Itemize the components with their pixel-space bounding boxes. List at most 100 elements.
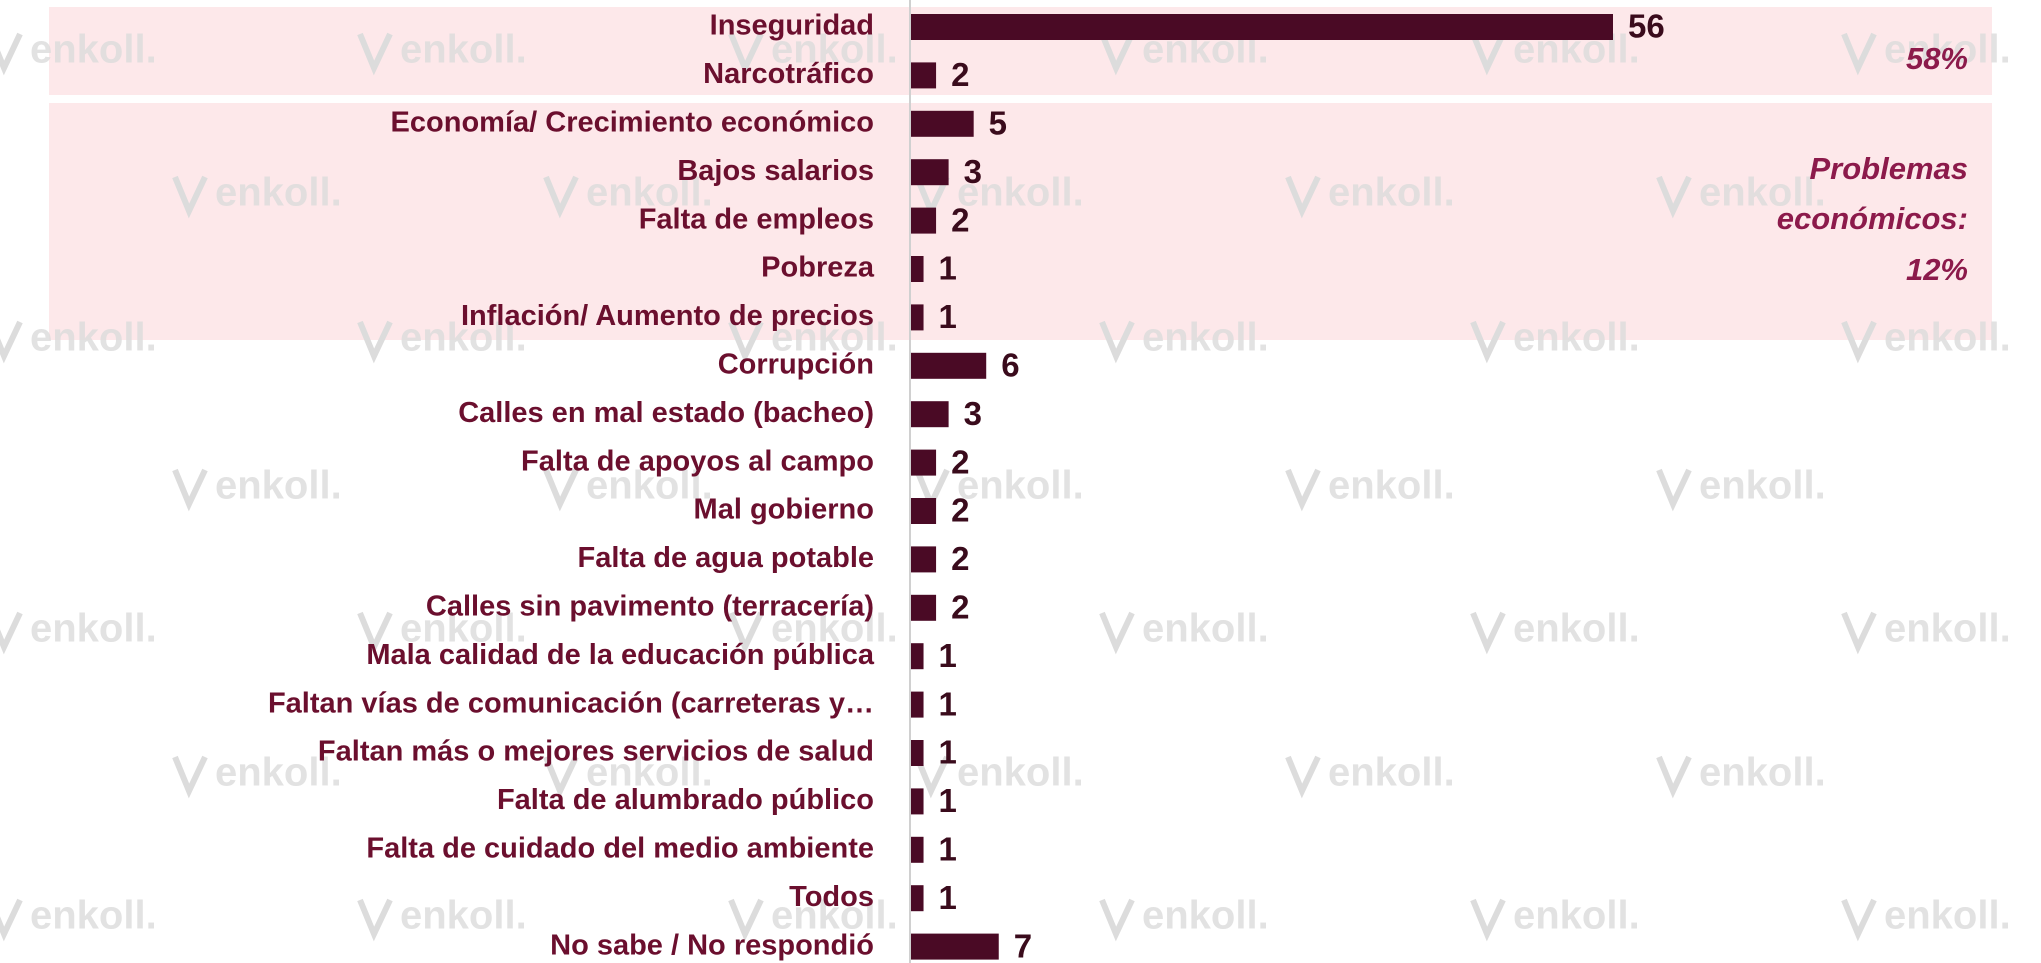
- category-label: Inflación/ Aumento de precios: [461, 300, 874, 332]
- watermark-icon: [1285, 468, 1321, 512]
- highlight-band: [49, 103, 1992, 340]
- watermark-icon: [172, 175, 208, 219]
- bar: [911, 594, 937, 621]
- bar: [911, 933, 999, 960]
- value-label: 2: [951, 589, 969, 626]
- bar: [911, 885, 924, 912]
- watermark: enkoll.: [957, 171, 1084, 215]
- watermark: enkoll.: [400, 894, 527, 938]
- watermark-icon: [1470, 32, 1506, 76]
- watermark: enkoll.: [771, 316, 898, 360]
- watermark-icon: [1285, 755, 1321, 799]
- watermark-icon: [1470, 611, 1506, 655]
- watermark-icon: [728, 898, 764, 942]
- category-label: Calles sin pavimento (terracería): [426, 590, 874, 622]
- bar: [911, 62, 937, 89]
- category-label: No sabe / No respondió: [550, 929, 874, 961]
- watermark: enkoll.: [586, 171, 713, 215]
- watermark: enkoll.: [1884, 316, 2011, 360]
- watermark: enkoll.: [1699, 171, 1826, 215]
- watermark-icon: [0, 32, 23, 76]
- watermark: enkoll.: [1884, 894, 2011, 938]
- annotation: 12%: [1906, 252, 1968, 287]
- bar: [911, 304, 924, 331]
- category-label: Todos: [789, 881, 874, 913]
- bar: [911, 498, 937, 524]
- bar: [911, 788, 924, 815]
- watermark-icon: [543, 175, 579, 219]
- value-label: 1: [939, 879, 957, 916]
- category-label: Faltan vías de comunicación (carreteras …: [268, 687, 874, 719]
- watermark: enkoll.: [400, 607, 527, 651]
- watermark-icon: [1656, 755, 1692, 799]
- watermark: enkoll.: [771, 607, 898, 651]
- value-label: 2: [951, 540, 969, 577]
- category-label: Calles en mal estado (bacheo): [458, 397, 874, 429]
- watermark-icon: [728, 320, 764, 364]
- value-label: 2: [951, 492, 969, 529]
- category-label: Falta de empleos: [639, 203, 874, 235]
- value-label: 56: [1628, 8, 1665, 45]
- watermark: enkoll.: [30, 28, 157, 72]
- bar: [911, 207, 937, 234]
- bar: [911, 449, 937, 476]
- category-label: Mal gobierno: [694, 494, 874, 526]
- value-label: 1: [939, 734, 957, 771]
- bar: [911, 836, 924, 863]
- watermark: enkoll.: [215, 751, 342, 795]
- watermark-icon: [1841, 898, 1877, 942]
- category-label: Falta de agua potable: [578, 542, 875, 574]
- watermark-icon: [543, 755, 579, 799]
- watermark: enkoll.: [1142, 316, 1269, 360]
- bar: [911, 352, 987, 379]
- watermark-icon: [1470, 898, 1506, 942]
- value-label: 1: [939, 685, 957, 722]
- watermark: enkoll.: [1699, 751, 1826, 795]
- value-label: 5: [989, 105, 1007, 142]
- annotation: económicos:: [1777, 201, 1968, 236]
- category-label: Corrupción: [718, 348, 874, 380]
- watermark: enkoll.: [1513, 607, 1640, 651]
- watermark: enkoll.: [1328, 464, 1455, 508]
- watermark-icon: [728, 611, 764, 655]
- watermark: enkoll.: [771, 894, 898, 938]
- watermark-icon: [357, 611, 393, 655]
- watermark-icon: [357, 32, 393, 76]
- bar: [911, 110, 974, 137]
- watermark: enkoll.: [957, 751, 1084, 795]
- watermark-icon: [543, 468, 579, 512]
- bar: [911, 256, 924, 282]
- watermark-icon: [1841, 320, 1877, 364]
- watermark: enkoll.: [30, 316, 157, 360]
- value-label: 6: [1001, 347, 1019, 384]
- category-label: Inseguridad: [710, 10, 874, 42]
- category-label: Bajos salarios: [677, 155, 874, 187]
- category-label: Narcotráfico: [703, 58, 874, 90]
- watermark-icon: [357, 320, 393, 364]
- watermark-icon: [1099, 32, 1135, 76]
- watermark: enkoll.: [215, 171, 342, 215]
- watermark: enkoll.: [586, 464, 713, 508]
- watermark-icon: [357, 898, 393, 942]
- watermark: enkoll.: [586, 751, 713, 795]
- category-label: Falta de apoyos al campo: [521, 445, 874, 477]
- bar: [911, 159, 949, 186]
- watermark: enkoll.: [1513, 894, 1640, 938]
- value-label: 7: [1014, 927, 1032, 963]
- watermark: enkoll.: [1328, 171, 1455, 215]
- bar: [911, 401, 949, 428]
- value-label: 1: [939, 831, 957, 868]
- watermark-icon: [0, 611, 23, 655]
- watermark: enkoll.: [1142, 607, 1269, 651]
- watermark-icon: [0, 898, 23, 942]
- watermark: enkoll.: [30, 607, 157, 651]
- watermark-icon: [1285, 175, 1321, 219]
- watermark: enkoll.: [1328, 751, 1455, 795]
- watermark-icon: [914, 755, 950, 799]
- watermark-icon: [1099, 898, 1135, 942]
- annotation: Problemas: [1809, 151, 1968, 186]
- bar: [911, 740, 924, 766]
- watermark-icon: [172, 755, 208, 799]
